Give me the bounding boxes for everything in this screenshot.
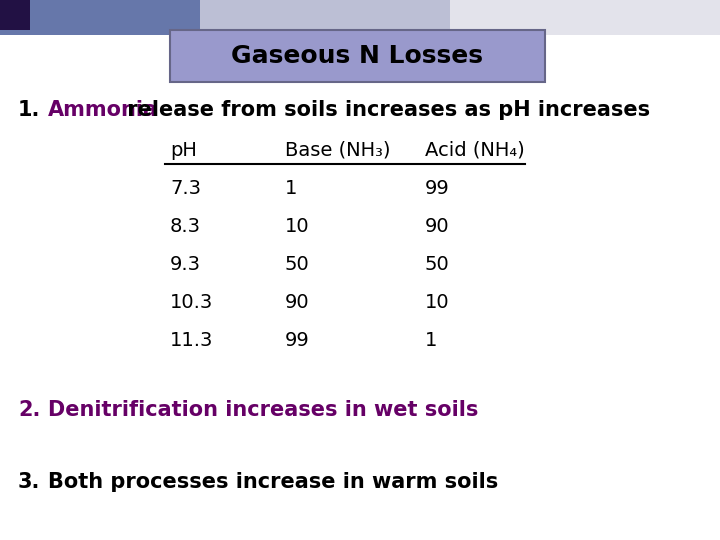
Text: 3.: 3. (18, 472, 40, 492)
FancyBboxPatch shape (170, 30, 545, 82)
Text: 1: 1 (425, 330, 437, 349)
Text: Ammonia: Ammonia (48, 100, 158, 120)
Text: release from soils increases as pH increases: release from soils increases as pH incre… (120, 100, 650, 120)
Text: 2.: 2. (18, 400, 40, 420)
Text: 11.3: 11.3 (170, 330, 213, 349)
Bar (0, 0, 720, 35)
Text: 99: 99 (425, 179, 450, 198)
Text: 50: 50 (425, 254, 450, 273)
Text: Gaseous N Losses: Gaseous N Losses (231, 44, 483, 68)
Text: 50: 50 (285, 254, 310, 273)
Text: 1: 1 (285, 179, 297, 198)
Text: 10: 10 (425, 293, 449, 312)
Text: 10.3: 10.3 (170, 293, 213, 312)
Text: Denitrification increases in wet soils: Denitrification increases in wet soils (48, 400, 478, 420)
Bar (0, 0, 30, 30)
Text: Acid (NH₄): Acid (NH₄) (425, 140, 525, 159)
Text: 90: 90 (425, 217, 449, 235)
Text: 10: 10 (285, 217, 310, 235)
Bar (450, 0, 720, 35)
Text: 1.: 1. (18, 100, 40, 120)
Text: 99: 99 (285, 330, 310, 349)
Text: 8.3: 8.3 (170, 217, 201, 235)
Text: 7.3: 7.3 (170, 179, 201, 198)
Bar (200, 0, 720, 35)
Text: 9.3: 9.3 (170, 254, 201, 273)
Text: pH: pH (170, 140, 197, 159)
Text: Both processes increase in warm soils: Both processes increase in warm soils (48, 472, 498, 492)
Text: 90: 90 (285, 293, 310, 312)
Text: Base (NH₃): Base (NH₃) (285, 140, 390, 159)
